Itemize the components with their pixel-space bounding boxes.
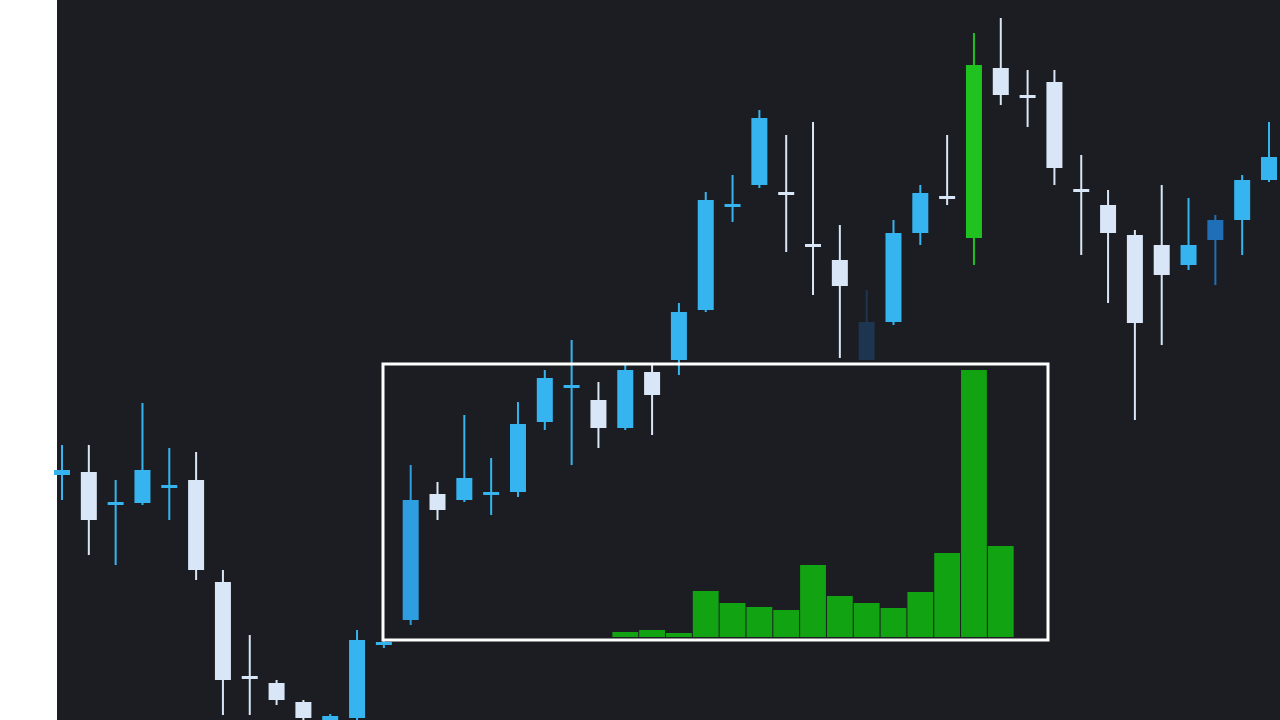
candle-body	[670, 312, 687, 360]
candle-body	[349, 640, 366, 718]
candle-body	[617, 370, 634, 428]
candle-body	[724, 204, 741, 207]
volume-bar	[961, 370, 987, 637]
candle-body	[751, 118, 768, 185]
candle-body	[1207, 220, 1224, 240]
highlight-box	[381, 362, 1050, 642]
volume-bar	[692, 591, 719, 637]
candle-body	[965, 65, 982, 238]
candle-body	[268, 683, 285, 700]
candle-body	[134, 470, 151, 503]
candle-body	[1153, 245, 1170, 275]
candle-body	[831, 260, 848, 286]
candle-body	[939, 196, 956, 199]
volume-bar	[639, 630, 665, 637]
candle-body	[1100, 205, 1117, 233]
candle-body	[885, 233, 902, 322]
candle-body	[402, 500, 419, 620]
candle-body	[483, 492, 500, 495]
volume-layer	[612, 370, 1014, 637]
candle-body	[644, 372, 661, 395]
candle-body	[456, 478, 473, 500]
candle-body	[509, 424, 526, 492]
candle-body	[1126, 235, 1143, 323]
candle-body	[778, 192, 795, 195]
plot-background	[57, 0, 1280, 720]
candle-body	[1180, 245, 1197, 265]
candle-layer	[54, 18, 1277, 720]
volume-bar	[719, 603, 746, 637]
candle-body	[858, 322, 875, 360]
candle-body	[912, 193, 929, 233]
left-margin	[0, 0, 57, 720]
candle-body	[295, 702, 312, 718]
candle-body	[590, 400, 607, 428]
candle-body	[214, 582, 231, 680]
volume-bar	[612, 632, 639, 637]
candle-body	[54, 470, 70, 475]
volume-bar	[800, 565, 826, 637]
volume-bar	[826, 596, 853, 637]
candle-body	[1261, 157, 1277, 180]
candle-body	[536, 378, 553, 422]
candle-body	[1234, 180, 1251, 220]
volume-bar	[880, 608, 907, 637]
volume-bar	[666, 633, 692, 637]
volume-bar	[987, 546, 1014, 637]
candle-body	[1073, 189, 1090, 192]
candle-body	[241, 676, 258, 679]
candle-body	[322, 716, 339, 720]
volume-bar	[853, 603, 880, 637]
volume-bar	[746, 607, 773, 637]
candle-body	[805, 244, 822, 247]
candle-body	[563, 385, 580, 388]
candle-body	[1046, 82, 1063, 168]
candle-body	[188, 480, 205, 570]
volume-bar	[934, 553, 961, 637]
volume-bar	[773, 610, 800, 637]
candle-body	[80, 472, 97, 520]
candle-body	[161, 485, 178, 488]
candle-body	[429, 494, 446, 510]
candle-body	[1019, 95, 1036, 98]
volume-bar	[907, 592, 934, 637]
candle-body	[107, 502, 124, 505]
candle-body	[375, 642, 392, 645]
candle-body	[697, 200, 714, 310]
candle-body	[992, 68, 1009, 95]
